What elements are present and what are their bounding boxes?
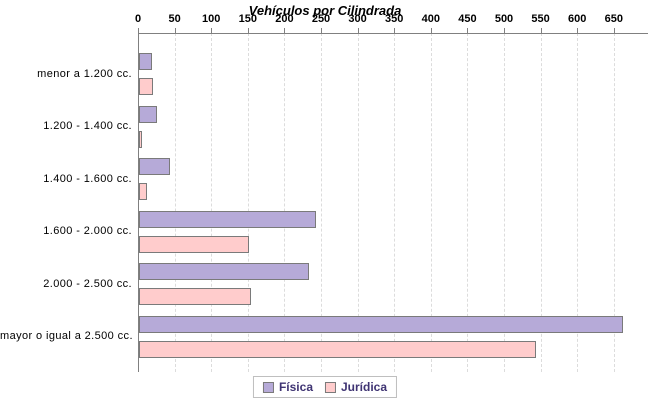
- x-tick-label: 150: [238, 13, 257, 25]
- category-label: mayor o igual a 2.500 cc.: [0, 330, 133, 342]
- x-tick-label: 300: [348, 13, 367, 25]
- category-label: 2.000 - 2.500 cc.: [43, 277, 132, 290]
- gridline: [284, 33, 286, 372]
- gridline: [211, 33, 213, 372]
- category-label: 1.200 - 1.400 cc.: [43, 120, 132, 132]
- x-axis-tick: [211, 28, 213, 33]
- category-label: 1.400 - 1.600 cc.: [43, 172, 132, 185]
- x-axis-tick: [577, 28, 579, 33]
- x-axis-tick: [394, 28, 396, 33]
- x-axis-tick: [467, 28, 469, 33]
- gridline: [357, 33, 359, 372]
- gridline: [504, 33, 505, 372]
- legend-item-fisica: Física: [262, 380, 313, 394]
- gridline: [430, 33, 432, 372]
- x-axis-tick: [247, 28, 249, 33]
- bar-fisica: [139, 210, 316, 228]
- x-tick-label: 250: [311, 13, 331, 25]
- bar-juridica: [139, 235, 249, 253]
- bar-fisica: [139, 53, 152, 70]
- x-tick-label: 650: [604, 13, 623, 25]
- x-axis-tick: [321, 28, 322, 33]
- legend-swatch-icon: [262, 381, 274, 393]
- bar-juridica: [139, 183, 147, 200]
- x-axis-tick: [138, 28, 139, 33]
- y-axis-line: [138, 33, 139, 372]
- legend-label: Jurídica: [341, 380, 388, 394]
- gridline: [613, 33, 615, 372]
- x-axis-tick: [357, 28, 359, 33]
- bar-fisica: [139, 315, 623, 333]
- gridline: [247, 33, 249, 372]
- x-tick-label: 200: [275, 13, 294, 25]
- gridline: [540, 33, 542, 372]
- x-axis-line: [138, 33, 648, 34]
- legend-item-juridica: Jurídica: [325, 380, 387, 394]
- bar-juridica: [139, 288, 251, 305]
- x-tick-label: 350: [385, 13, 404, 25]
- bar-fisica: [139, 263, 310, 280]
- bar-fisica: [139, 105, 158, 123]
- x-tick-label: 500: [494, 13, 514, 25]
- gridline: [321, 33, 322, 372]
- x-axis-tick: [430, 28, 432, 33]
- x-tick-label: 400: [421, 13, 440, 25]
- x-tick-label: 450: [458, 13, 477, 25]
- category-label: 1.600 - 2.000 cc.: [43, 225, 132, 237]
- x-axis-tick: [540, 28, 542, 33]
- bar-juridica: [139, 340, 537, 358]
- chart-title: Vehículos por Cilindrada: [248, 3, 402, 18]
- gridline: [577, 33, 579, 372]
- x-tick-label: 550: [531, 13, 550, 25]
- x-tick-label: 0: [134, 13, 142, 25]
- x-axis-tick: [284, 28, 286, 33]
- category-label: menor a 1.200 cc.: [37, 67, 132, 80]
- x-axis-tick: [174, 28, 176, 33]
- gridline: [467, 33, 469, 372]
- gridline: [394, 33, 396, 372]
- x-tick-label: 600: [568, 13, 587, 25]
- bar-juridica: [139, 130, 143, 148]
- x-tick-label: 50: [168, 13, 181, 25]
- bar-juridica: [139, 78, 153, 95]
- x-axis-tick: [613, 28, 615, 33]
- legend: Física Jurídica: [252, 376, 398, 398]
- legend-label: Física: [278, 380, 313, 394]
- x-tick-label: 100: [202, 13, 221, 25]
- gridline: [174, 33, 176, 372]
- legend-swatch-icon: [325, 381, 336, 393]
- x-axis-tick: [504, 28, 505, 33]
- bar-fisica: [139, 158, 171, 175]
